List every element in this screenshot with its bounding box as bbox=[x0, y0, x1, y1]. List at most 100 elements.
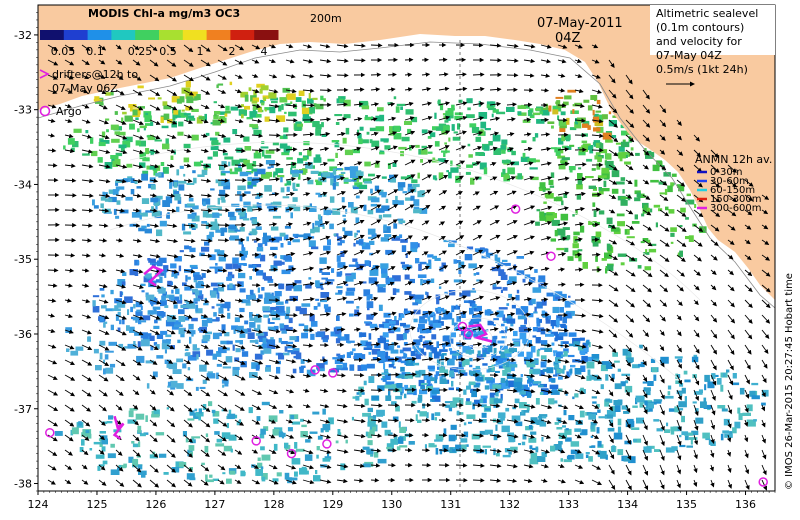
chl-pixel-8 bbox=[256, 83, 265, 88]
velocity-arrow bbox=[47, 133, 56, 138]
chl-pixel-1 bbox=[615, 142, 622, 145]
chl-pixel-0 bbox=[345, 127, 350, 135]
velocity-arrow bbox=[370, 87, 381, 92]
chl-pixel-6 bbox=[291, 458, 301, 465]
chl-pixel-4 bbox=[732, 382, 740, 386]
chl-pixel-4 bbox=[398, 437, 404, 444]
velocity-arrow bbox=[557, 44, 568, 49]
chl-pixel-3 bbox=[553, 350, 556, 357]
velocity-arrow bbox=[455, 160, 466, 166]
chl-pixel-0 bbox=[104, 162, 113, 169]
velocity-arrow bbox=[183, 44, 194, 53]
velocity-arrow bbox=[132, 223, 141, 228]
chl-pixel-7 bbox=[280, 177, 283, 183]
chl-pixel-4 bbox=[518, 443, 521, 446]
chl-pixel-8 bbox=[240, 91, 249, 98]
chl-pixel-8 bbox=[173, 110, 179, 115]
velocity-arrow bbox=[353, 327, 361, 332]
chl-pixel-2 bbox=[316, 363, 325, 370]
chl-pixel-4 bbox=[604, 399, 610, 407]
chl-pixel-5 bbox=[109, 363, 116, 368]
chl-pixel-1 bbox=[620, 262, 625, 266]
chl-pixel-9 bbox=[593, 127, 601, 132]
chl-pixel-0 bbox=[434, 177, 438, 181]
velocity-arrow bbox=[251, 344, 264, 350]
chl-pixel-7 bbox=[129, 223, 137, 227]
chl-pixel-3 bbox=[469, 320, 474, 327]
chl-pixel-8 bbox=[262, 95, 269, 99]
chl-pixel-2 bbox=[531, 298, 536, 305]
chl-pixel-4 bbox=[633, 439, 637, 442]
chl-pixel-1 bbox=[642, 238, 649, 242]
velocity-arrow bbox=[132, 104, 144, 111]
velocity-arrow bbox=[183, 89, 194, 96]
velocity-arrow bbox=[132, 178, 143, 184]
chl-pixel-7 bbox=[352, 185, 357, 189]
chl-pixel-2 bbox=[129, 269, 138, 276]
chl-pixel-0 bbox=[229, 168, 233, 172]
chl-pixel-2 bbox=[413, 309, 421, 315]
chl-pixel-1 bbox=[650, 208, 653, 213]
chl-pixel-0 bbox=[487, 107, 496, 111]
chl-pixel-5 bbox=[215, 333, 221, 336]
chl-pixel-2 bbox=[447, 358, 455, 366]
chl-pixel-8 bbox=[129, 107, 133, 112]
chl-pixel-7 bbox=[206, 235, 213, 241]
velocity-arrow bbox=[251, 133, 264, 138]
chl-pixel-2 bbox=[264, 276, 272, 281]
chl-pixel-0 bbox=[213, 101, 217, 104]
chl-pixel-4 bbox=[690, 438, 693, 445]
chl-pixel-7 bbox=[330, 178, 337, 186]
chl-pixel-5 bbox=[193, 298, 201, 302]
velocity-arrow bbox=[523, 358, 535, 363]
chl-pixel-2 bbox=[506, 281, 512, 285]
chl-pixel-6 bbox=[129, 408, 138, 411]
chl-pixel-4 bbox=[590, 435, 593, 438]
chl-pixel-6 bbox=[208, 401, 213, 407]
chl-pixel-2 bbox=[284, 346, 288, 352]
chl-pixel-0 bbox=[517, 173, 522, 180]
chl-pixel-7 bbox=[293, 188, 298, 191]
chl-pixel-7 bbox=[342, 214, 346, 217]
chl-pixel-0 bbox=[517, 112, 527, 116]
chl-pixel-0 bbox=[483, 145, 490, 151]
velocity-arrow bbox=[353, 132, 362, 137]
chl-pixel-2 bbox=[256, 247, 264, 252]
velocity-arrow bbox=[268, 389, 279, 395]
chl-pixel-0 bbox=[561, 134, 571, 141]
chl-pixel-4 bbox=[539, 414, 548, 417]
chl-pixel-4 bbox=[572, 396, 575, 400]
chl-pixel-2 bbox=[117, 327, 121, 332]
chl-pixel-0 bbox=[444, 142, 447, 145]
chl-pixel-6 bbox=[229, 470, 236, 475]
velocity-arrow bbox=[438, 295, 450, 301]
chl-pixel-6 bbox=[93, 441, 101, 445]
chl-pixel-2 bbox=[215, 263, 218, 266]
velocity-arrow bbox=[370, 250, 381, 256]
velocity-arrow bbox=[438, 86, 450, 92]
velocity-arrow bbox=[64, 374, 76, 381]
velocity-arrow bbox=[234, 103, 243, 109]
velocity-arrow bbox=[166, 299, 178, 305]
chl-pixel-2 bbox=[357, 365, 364, 371]
chl-pixel-5 bbox=[265, 367, 271, 372]
chl-pixel-3 bbox=[418, 323, 425, 330]
chl-pixel-0 bbox=[195, 162, 200, 167]
chl-pixel-8 bbox=[225, 110, 231, 114]
chl-pixel-7 bbox=[279, 232, 286, 237]
chl-pixel-2 bbox=[416, 339, 423, 342]
velocity-arrow bbox=[115, 389, 124, 396]
chl-pixel-0 bbox=[212, 151, 218, 157]
chl-pixel-2 bbox=[151, 303, 154, 307]
chl-pixel-3 bbox=[377, 338, 386, 344]
chl-pixel-3 bbox=[540, 361, 547, 368]
chl-pixel-2 bbox=[322, 338, 328, 343]
velocity-arrow bbox=[200, 223, 213, 228]
chl-pixel-3 bbox=[403, 342, 408, 346]
chl-pixel-0 bbox=[450, 115, 454, 119]
chl-pixel-2 bbox=[346, 340, 355, 343]
chl-pixel-4 bbox=[612, 352, 618, 357]
velocity-arrow bbox=[506, 250, 518, 256]
chl-pixel-0 bbox=[550, 147, 557, 150]
chl-pixel-4 bbox=[473, 445, 481, 452]
